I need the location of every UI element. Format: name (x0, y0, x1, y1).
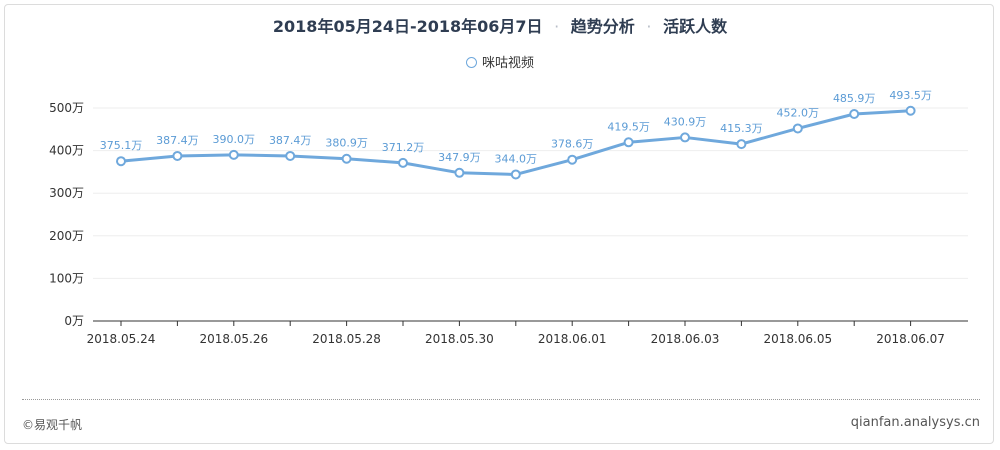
data-label: 430.9万 (664, 115, 707, 128)
x-tick-label: 2018.06.03 (651, 332, 720, 346)
chart-title: 2018年05月24日-2018年06月7日 · 趋势分析 · 活跃人数 (0, 13, 1000, 37)
data-label: 452.0万 (777, 106, 820, 119)
data-label: 387.4万 (269, 134, 312, 147)
footer-copyright: ©易观千帆 (22, 418, 83, 432)
data-point (792, 123, 803, 134)
chart-card (4, 4, 994, 444)
data-point (905, 105, 916, 116)
data-point (567, 154, 578, 165)
legend-marker-icon (465, 57, 477, 68)
data-point (398, 157, 408, 168)
data-label: 415.3万 (720, 122, 763, 135)
x-tick-label: 2018.06.01 (538, 332, 607, 346)
data-point (849, 109, 860, 120)
x-tick-label: 2018.06.05 (763, 332, 832, 346)
data-point (454, 167, 465, 178)
data-label: 378.6万 (551, 138, 594, 151)
data-point (172, 150, 183, 161)
data-point (228, 149, 239, 160)
data-label: 493.5万 (889, 89, 932, 102)
data-label: 419.5万 (607, 120, 650, 133)
data-point (736, 139, 747, 150)
data-point (341, 153, 352, 164)
data-label: 485.9万 (833, 92, 876, 105)
title-separator: · (554, 17, 560, 36)
data-label: 375.1万 (100, 139, 143, 152)
title-separator: · (646, 17, 652, 36)
x-tick-label: 2018.05.30 (425, 332, 494, 346)
y-tick-label: 200万 (49, 229, 84, 243)
footer-divider (22, 399, 980, 400)
data-label: 347.9万 (438, 151, 481, 164)
y-tick-label: 400万 (49, 144, 84, 158)
data-point (285, 150, 296, 161)
legend[interactable]: 咪咕视频 (0, 52, 1000, 71)
x-tick-label: 2018.05.24 (87, 332, 156, 346)
line-chart: 0万 100万 200万 300万 400万 500万 2018.05.24 2018.05.… (49, 89, 968, 346)
data-point (116, 156, 126, 167)
legend-label: 咪咕视频 (481, 56, 534, 71)
title-metric: 活跃人数 (663, 17, 728, 36)
x-tick-label: 2018.06.07 (876, 332, 945, 346)
data-point (623, 137, 634, 148)
data-label: 371.2万 (382, 141, 425, 154)
data-point (680, 132, 690, 143)
x-tick-label: 2018.05.28 (312, 332, 381, 346)
title-date-range: 2018年05月24日-2018年06月7日 (272, 17, 543, 36)
data-label: 380.9万 (325, 137, 368, 150)
data-point (510, 169, 521, 180)
footer-site-url: qianfan.analysys.cn (850, 415, 980, 430)
y-tick-label: 100万 (49, 271, 84, 285)
x-tick-label: 2018.05.26 (199, 332, 268, 346)
title-section: 趋势分析 (570, 17, 635, 36)
data-label: 344.0万 (495, 152, 538, 165)
y-tick-label: 500万 (49, 101, 84, 115)
y-tick-label: 0万 (64, 314, 84, 328)
y-tick-label: 300万 (49, 186, 84, 200)
data-label: 387.4万 (156, 134, 199, 147)
data-label: 390.0万 (213, 133, 256, 146)
